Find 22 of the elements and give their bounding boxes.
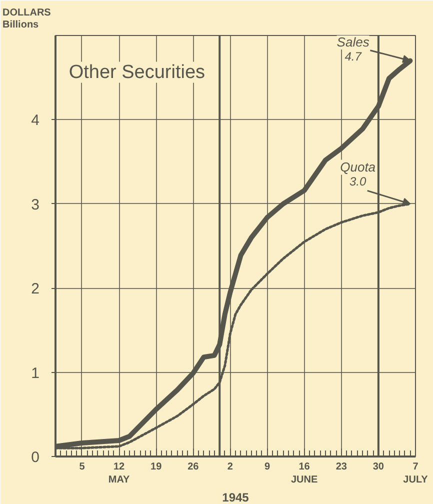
x-tick-label: 9 <box>264 462 270 472</box>
x-tick-label: 16 JUNE <box>290 462 318 486</box>
y-axis-title: DOLLARS Billions <box>2 7 52 30</box>
y-tick-label: 4 <box>31 112 40 130</box>
y-tick-label: 0 <box>31 449 40 466</box>
x-tick-label: 12 MAY <box>108 462 130 486</box>
x-axis-title: 1945 <box>222 490 250 504</box>
text: Quota <box>340 160 376 175</box>
annotation: 3.0 <box>349 174 366 189</box>
annotation: 4.7 <box>344 50 363 64</box>
y-tick-label: 1 <box>31 364 40 382</box>
x-tick-label: 30 <box>372 462 384 472</box>
y-tick-label: 2 <box>31 280 40 298</box>
x-tick-label: 5 <box>79 462 86 472</box>
x-tick-label: 2 <box>227 462 234 472</box>
x-tick-label: 23 <box>336 462 348 472</box>
text: Other Securities <box>68 62 206 83</box>
text: Sales <box>336 34 370 50</box>
x-tick-label: 7 JULY <box>403 462 428 486</box>
x-tick-label: 19 <box>150 462 162 472</box>
y-tick-label: 3 <box>31 196 40 214</box>
x-tick-label: 26 <box>188 462 200 472</box>
